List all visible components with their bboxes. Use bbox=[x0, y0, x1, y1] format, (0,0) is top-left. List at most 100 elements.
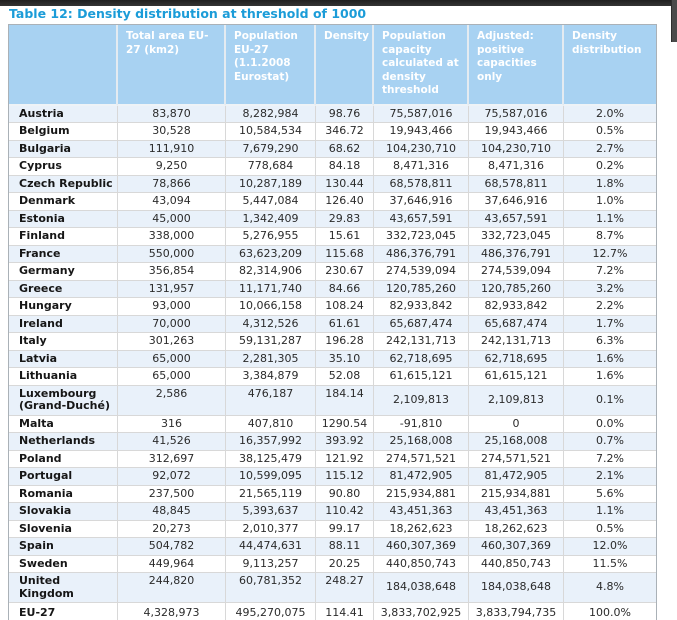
country-cell: Lithuania bbox=[9, 368, 118, 386]
value-cell: 312,697 bbox=[118, 450, 226, 468]
value-cell: 3.2% bbox=[564, 280, 656, 298]
value-cell: 19,943,466 bbox=[469, 123, 564, 141]
value-cell: 2.2% bbox=[564, 298, 656, 316]
table-row: Slovakia 48,845 5,393,637 110.42 43,451,363 4… bbox=[9, 503, 656, 521]
table-row: France 550,000 63,623,209 115.68 486,376,791… bbox=[9, 245, 656, 263]
column-header: Density bbox=[316, 25, 374, 106]
table-row: Netherlands 41,526 16,357,992 393.92 25,168,… bbox=[9, 433, 656, 451]
window-edge-strip bbox=[671, 0, 677, 42]
table-row: Cyprus 9,250 778,684 84.18 8,471,316 8,471,31… bbox=[9, 158, 656, 176]
table-row: Italy 301,263 59,131,287 196.28 242,131,713 2… bbox=[9, 333, 656, 351]
value-cell: 2,281,305 bbox=[226, 350, 316, 368]
table-row: Greece 131,957 11,171,740 84.66 120,785,260 1… bbox=[9, 280, 656, 298]
table-row: Poland 312,697 38,125,479 121.92 274,571,521… bbox=[9, 450, 656, 468]
value-cell: 7.2% bbox=[564, 450, 656, 468]
value-cell: 65,000 bbox=[118, 368, 226, 386]
value-cell: 60,781,352 bbox=[226, 573, 316, 603]
value-cell: 68,578,811 bbox=[374, 175, 469, 193]
value-cell: 215,934,881 bbox=[469, 485, 564, 503]
value-cell: 338,000 bbox=[118, 228, 226, 246]
value-cell: 1.1% bbox=[564, 503, 656, 521]
value-cell: 11,171,740 bbox=[226, 280, 316, 298]
table-row: Malta 316 407,810 1290.54 -91,810 0 0.0% bbox=[9, 415, 656, 433]
value-cell: 356,854 bbox=[118, 263, 226, 281]
value-cell: 100.0% bbox=[564, 603, 656, 620]
value-cell: 108.24 bbox=[316, 298, 374, 316]
table-row: United Kingdom 244,820 60,781,352 248.27 184… bbox=[9, 573, 656, 603]
value-cell: 59,131,287 bbox=[226, 333, 316, 351]
table-row: Sweden 449,964 9,113,257 20.25 440,850,743 44… bbox=[9, 555, 656, 573]
country-cell: Luxembourg (Grand-Duché) bbox=[9, 385, 118, 416]
value-cell: 120,785,260 bbox=[374, 280, 469, 298]
country-cell: Cyprus bbox=[9, 158, 118, 176]
density-table-container: Total area EU-27 (km2) Population EU-27 (… bbox=[8, 24, 657, 620]
value-cell: 460,307,369 bbox=[469, 538, 564, 556]
country-cell: Belgium bbox=[9, 123, 118, 141]
value-cell: 43,451,363 bbox=[469, 503, 564, 521]
value-cell: 68.62 bbox=[316, 140, 374, 158]
value-cell: 2.7% bbox=[564, 140, 656, 158]
table-row: Lithuania 65,000 3,384,879 52.08 61,615,121 6… bbox=[9, 368, 656, 386]
value-cell: 92,072 bbox=[118, 468, 226, 486]
value-cell: 6.3% bbox=[564, 333, 656, 351]
value-cell: 550,000 bbox=[118, 245, 226, 263]
country-cell: EU-27 bbox=[9, 603, 118, 620]
value-cell: 215,934,881 bbox=[374, 485, 469, 503]
country-cell: Finland bbox=[9, 228, 118, 246]
value-cell: 82,933,842 bbox=[374, 298, 469, 316]
value-cell: 81,472,905 bbox=[374, 468, 469, 486]
value-cell: 495,270,075 bbox=[226, 603, 316, 620]
value-cell: 25,168,008 bbox=[469, 433, 564, 451]
value-cell: 20.25 bbox=[316, 555, 374, 573]
value-cell: 9,250 bbox=[118, 158, 226, 176]
table-row: Denmark 43,094 5,447,084 126.40 37,646,916 37… bbox=[9, 193, 656, 211]
country-cell: Netherlands bbox=[9, 433, 118, 451]
value-cell: 43,657,591 bbox=[374, 210, 469, 228]
value-cell: 4,328,973 bbox=[118, 603, 226, 620]
value-cell: 242,131,713 bbox=[469, 333, 564, 351]
country-cell: Sweden bbox=[9, 555, 118, 573]
value-cell: 778,684 bbox=[226, 158, 316, 176]
table-row: Hungary 93,000 10,066,158 108.24 82,933,842 8… bbox=[9, 298, 656, 316]
country-cell: Portugal bbox=[9, 468, 118, 486]
value-cell: 1290.54 bbox=[316, 415, 374, 433]
value-cell: 43,451,363 bbox=[374, 503, 469, 521]
table-row: Ireland 70,000 4,312,526 61.61 65,687,474 65,… bbox=[9, 315, 656, 333]
country-cell: Greece bbox=[9, 280, 118, 298]
value-cell: 37,646,916 bbox=[374, 193, 469, 211]
value-cell: 1,342,409 bbox=[226, 210, 316, 228]
value-cell: 184,038,648 bbox=[374, 573, 469, 603]
value-cell: 15.61 bbox=[316, 228, 374, 246]
value-cell: 63,623,209 bbox=[226, 245, 316, 263]
value-cell: 237,500 bbox=[118, 485, 226, 503]
value-cell: 460,307,369 bbox=[374, 538, 469, 556]
country-cell: Bulgaria bbox=[9, 140, 118, 158]
value-cell: 1.7% bbox=[564, 315, 656, 333]
table-title: Table 12: Density distribution at thresh… bbox=[9, 6, 367, 21]
value-cell: 18,262,623 bbox=[469, 520, 564, 538]
value-cell: 242,131,713 bbox=[374, 333, 469, 351]
value-cell: 5.6% bbox=[564, 485, 656, 503]
value-cell: 114.41 bbox=[316, 603, 374, 620]
value-cell: 10,287,189 bbox=[226, 175, 316, 193]
value-cell: 1.1% bbox=[564, 210, 656, 228]
column-header: Adjusted: positive capacities only bbox=[469, 25, 564, 106]
column-header: Total area EU-27 (km2) bbox=[118, 25, 226, 106]
total-row: EU-27 4,328,973 495,270,075 114.41 3,833,702… bbox=[9, 603, 656, 620]
table-row: Latvia 65,000 2,281,305 35.10 62,718,695 62,7… bbox=[9, 350, 656, 368]
value-cell: 126.40 bbox=[316, 193, 374, 211]
value-cell: 3,384,879 bbox=[226, 368, 316, 386]
country-cell: Denmark bbox=[9, 193, 118, 211]
column-header bbox=[9, 25, 118, 106]
value-cell: 75,587,016 bbox=[469, 105, 564, 123]
value-cell: 131,957 bbox=[118, 280, 226, 298]
value-cell: 274,539,094 bbox=[374, 263, 469, 281]
value-cell: 121.92 bbox=[316, 450, 374, 468]
value-cell: 184,038,648 bbox=[469, 573, 564, 603]
value-cell: 61,615,121 bbox=[469, 368, 564, 386]
value-cell: 52.08 bbox=[316, 368, 374, 386]
value-cell: 115.12 bbox=[316, 468, 374, 486]
value-cell: 45,000 bbox=[118, 210, 226, 228]
country-cell: Ireland bbox=[9, 315, 118, 333]
value-cell: 0.2% bbox=[564, 158, 656, 176]
